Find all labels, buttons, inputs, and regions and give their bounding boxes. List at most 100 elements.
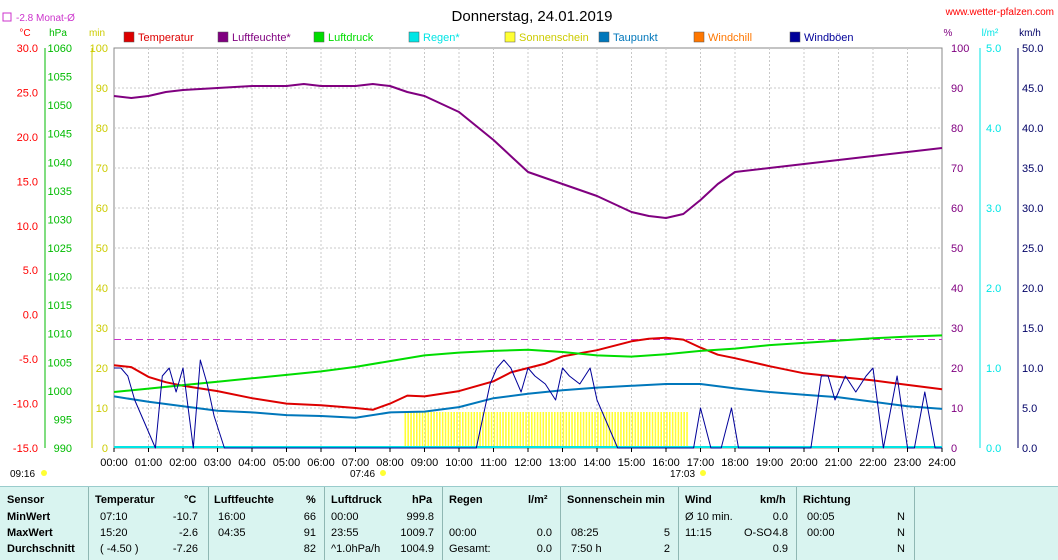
sunshine-bar [671, 412, 674, 448]
sunshine-bar [640, 412, 642, 448]
legend-label: Windböen [804, 32, 854, 44]
sunshine-bar [591, 412, 593, 448]
sunshine-bar [628, 412, 631, 448]
chart-legend: Temperatur Luftfeuchte* Luftdruck Regen* Son… [123, 31, 854, 44]
sunshine-bar [574, 412, 576, 448]
sunshine-bar [499, 412, 501, 448]
sunshine-bar [502, 412, 504, 448]
legend-label: Sonnenschein [519, 32, 589, 44]
hdr-wind: Wind [685, 494, 712, 506]
sunshine-bar [407, 412, 409, 448]
sunshine-bar [651, 412, 654, 448]
sunshine-bar [634, 412, 637, 448]
table-cell-hum_time: 16:00 [218, 511, 246, 523]
legend-label: Temperatur [138, 32, 194, 44]
table-cell-sun_time: 08:25 [571, 527, 599, 539]
sunshine-bar [507, 412, 510, 448]
pressure-unit-label: hPa [49, 28, 67, 39]
hdr-press-unit: hPa [412, 494, 433, 506]
series-luftfeuchte [113, 83, 943, 219]
temp-tick-label: 5.0 [23, 265, 38, 277]
x-tick-label: 10:00 [445, 457, 473, 469]
sunshine-bar [605, 412, 608, 448]
sunshine-bar [617, 412, 619, 448]
sunshine-bar [418, 412, 421, 448]
table-cell-rain_time: 00:00 [449, 527, 477, 539]
chart-title: Donnerstag, 24.01.2019 [452, 8, 613, 25]
sunshine-bar [553, 412, 556, 448]
hdr-wind-unit: km/h [760, 494, 786, 506]
legend-label: Luftfeuchte* [232, 32, 291, 44]
humidity-tick-label: 30 [951, 323, 963, 335]
humidity-tick-label: 40 [951, 283, 963, 295]
sunshine-bar [611, 412, 614, 448]
hdr-sensor: Sensor [7, 494, 45, 506]
sunshine-bar [654, 412, 657, 448]
series-lines [113, 83, 943, 449]
humidity-tick-label: 20 [951, 363, 963, 375]
temp-tick-label: 25.0 [17, 87, 38, 99]
hdr-sonnenschein: Sonnenschein min [567, 494, 665, 506]
sunrise-label: 07:46 [350, 469, 375, 480]
hdr-temperatur: Temperatur [95, 494, 155, 506]
x-tick-label: 14:00 [583, 457, 611, 469]
table-cell-press_time: 00:00 [331, 511, 359, 523]
site-link[interactable]: www.wetter-pfalzen.com [945, 7, 1054, 18]
series-taupunkt [113, 383, 943, 419]
sunshine-bar [599, 412, 602, 448]
rain-tick-label: 3.0 [986, 203, 1001, 215]
table-cell-dir_time: 00:05 [807, 511, 835, 523]
sunshine-bar [470, 412, 473, 448]
temp-tick-label: 30.0 [17, 43, 38, 55]
table-cell-rain_time: Gesamt: [449, 543, 491, 555]
table-cell-sun_val: 2 [663, 543, 670, 555]
humidity-unit-label: % [944, 28, 953, 39]
dawn-label: 09:16 [10, 469, 35, 480]
hdr-hum-unit: % [306, 494, 316, 506]
sunshine-bar [597, 412, 599, 448]
hdr-rain-unit: l/m² [528, 494, 548, 506]
sunset-label: 17:03 [670, 469, 695, 480]
sunshine-bar [525, 412, 527, 448]
sunshine-bar [444, 412, 447, 448]
series-luftdruck [113, 334, 943, 393]
sunshine-tick-label: 30 [96, 323, 108, 335]
pressure-tick-label: 1005 [48, 357, 72, 369]
sunshine-bar [490, 412, 493, 448]
x-tick-label: 01:00 [135, 457, 163, 469]
sunshine-bar [680, 412, 683, 448]
sunshine-bar [404, 412, 407, 448]
sunshine-bar [622, 412, 625, 448]
pressure-tick-label: 1025 [48, 243, 72, 255]
sunshine-bar [505, 412, 507, 448]
wind-tick-label: 50.0 [1022, 43, 1043, 55]
rain-tick-label: 0.0 [986, 443, 1001, 455]
x-tick-label: 12:00 [514, 457, 542, 469]
table-cell-hum_time: 04:35 [218, 527, 246, 539]
temp-tick-label: 0.0 [23, 310, 38, 322]
sunshine-bar [582, 412, 585, 448]
sunshine-bar [625, 412, 628, 448]
wind-tick-label: 0.0 [1022, 443, 1037, 455]
sunshine-bar [579, 412, 582, 448]
legend-swatch [408, 31, 420, 43]
humidity-tick-label: 50 [951, 243, 963, 255]
humidity-tick-label: 90 [951, 83, 963, 95]
sunshine-bar [487, 412, 490, 448]
wind-tick-label: 45.0 [1022, 83, 1043, 95]
sunshine-bar [510, 412, 513, 448]
sunshine-bar [565, 412, 568, 448]
table-cell-rain_val: 0.0 [536, 527, 552, 539]
x-tick-label: 04:00 [238, 457, 266, 469]
sunshine-bar [668, 412, 671, 448]
x-tick-label: 00:00 [100, 457, 128, 469]
sunshine-bar [493, 412, 496, 448]
temp-unit-label: °C [19, 28, 30, 39]
table-cell-press_val: 999.8 [406, 511, 434, 523]
sunshine-bar [513, 412, 516, 448]
pressure-tick-label: 1010 [48, 329, 72, 341]
rain-tick-label: 5.0 [986, 43, 1001, 55]
sunshine-bar [415, 412, 418, 448]
sunshine-tick-label: 20 [96, 363, 108, 375]
table-cell-wind_val: 4.8 [772, 527, 788, 539]
